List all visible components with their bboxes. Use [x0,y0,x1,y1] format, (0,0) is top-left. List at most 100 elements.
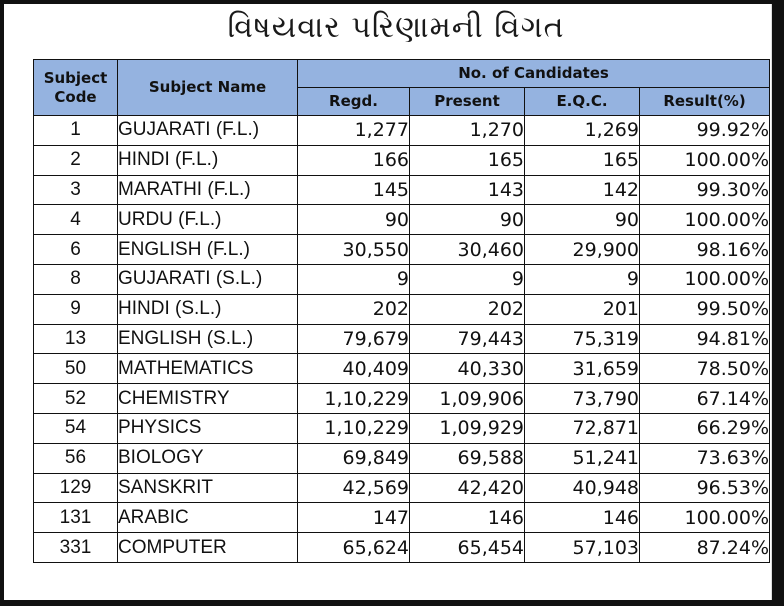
table-row: 1 GUJARATI (F.L.) 1,277 1,270 1,269 99.92% [33,115,771,146]
result-cell: 67.14% [638,383,771,414]
subject-result-table: Subject Code Subject Name No. of Candida… [33,59,771,563]
regd-cell: 90 [297,204,410,236]
subject-name-cell: HINDI (F.L.) [117,144,298,176]
regd-cell: 79,679 [297,323,410,355]
present-cell: 146 [409,502,525,534]
eqc-cell: 75,319 [524,323,640,355]
table-row: 52 CHEMISTRY 1,10,229 1,09,906 73,790 67.14% [33,383,771,414]
result-cell: 87.24% [638,532,771,563]
result-cell: 100.00% [638,263,771,295]
table-row: 3 MARATHI (F.L.) 145 143 142 99.30% [33,174,771,206]
regd-cell: 1,10,229 [297,412,410,444]
table-row: 9 HINDI (S.L.) 202 202 201 99.50% [33,293,771,325]
subject-code-cell: 131 [33,502,118,534]
present-cell: 1,09,906 [409,383,525,414]
eqc-cell: 40,948 [524,472,640,504]
regd-cell: 166 [297,144,410,176]
subject-code-cell: 52 [33,383,118,414]
document-page: વિષયવાર પરિણામની વિગત Subject Code Subje… [4,4,772,600]
subject-name-cell: ENGLISH (S.L.) [117,323,298,355]
header-subject-name: Subject Name [117,59,298,116]
present-cell: 79,443 [409,323,525,355]
result-cell: 99.30% [638,174,771,206]
subject-code-cell: 50 [33,353,118,385]
eqc-cell: 142 [524,174,640,206]
result-cell: 73.63% [638,442,771,474]
result-cell: 99.50% [638,293,771,325]
subject-name-cell: COMPUTER [117,532,298,563]
table-row: 2 HINDI (F.L.) 166 165 165 100.00% [33,144,771,176]
eqc-cell: 90 [524,204,640,236]
subject-name-cell: GUJARATI (S.L.) [117,263,298,295]
table-row: 8 GUJARATI (S.L.) 9 9 9 100.00% [33,263,771,295]
eqc-cell: 31,659 [524,353,640,385]
subject-code-cell: 129 [33,472,118,504]
subject-code-cell: 4 [33,204,118,236]
table-row: 131 ARABIC 147 146 146 100.00% [33,502,771,534]
subject-name-cell: PHYSICS [117,412,298,444]
present-cell: 1,09,929 [409,412,525,444]
eqc-cell: 1,269 [524,115,640,146]
table-row: 54 PHYSICS 1,10,229 1,09,929 72,871 66.29% [33,412,771,444]
subject-name-cell: ENGLISH (F.L.) [117,234,298,265]
subject-name-cell: ARABIC [117,502,298,534]
header-regd: Regd. [297,87,410,116]
table-row: 6 ENGLISH (F.L.) 30,550 30,460 29,900 98.16% [33,234,771,265]
regd-cell: 202 [297,293,410,325]
result-cell: 66.29% [638,412,771,444]
subject-code-cell: 2 [33,144,118,176]
subject-code-cell: 6 [33,234,118,265]
subject-code-cell: 13 [33,323,118,355]
header-eqc: E.Q.C. [524,87,640,116]
subject-code-cell: 8 [33,263,118,295]
eqc-cell: 73,790 [524,383,640,414]
present-cell: 1,270 [409,115,525,146]
result-cell: 100.00% [638,204,771,236]
present-cell: 143 [409,174,525,206]
present-cell: 40,330 [409,353,525,385]
eqc-cell: 72,871 [524,412,640,444]
subject-code-cell: 331 [33,532,118,563]
subject-name-cell: HINDI (S.L.) [117,293,298,325]
subject-code-cell: 9 [33,293,118,325]
present-cell: 90 [409,204,525,236]
eqc-cell: 29,900 [524,234,640,265]
table-row: 331 COMPUTER 65,624 65,454 57,103 87.24% [33,532,771,563]
eqc-cell: 146 [524,502,640,534]
subject-code-cell: 56 [33,442,118,474]
header-no-of-candidates: No. of Candidates [296,59,771,88]
result-cell: 99.92% [638,115,771,146]
subject-name-cell: MARATHI (F.L.) [117,174,298,206]
regd-cell: 1,10,229 [297,383,410,414]
table-row: 50 MATHEMATICS 40,409 40,330 31,659 78.50% [33,353,771,385]
eqc-cell: 9 [524,263,640,295]
regd-cell: 145 [297,174,410,206]
eqc-cell: 51,241 [524,442,640,474]
subject-name-cell: MATHEMATICS [117,353,298,385]
subject-code-cell: 54 [33,412,118,444]
regd-cell: 69,849 [297,442,410,474]
header-result: Result(%) [638,87,771,116]
regd-cell: 30,550 [297,234,410,265]
result-cell: 96.53% [638,472,771,504]
subject-name-cell: BIOLOGY [117,442,298,474]
eqc-cell: 57,103 [524,532,640,563]
result-cell: 94.81% [638,323,771,355]
result-cell: 98.16% [638,234,771,265]
subject-name-cell: URDU (F.L.) [117,204,298,236]
eqc-cell: 165 [524,144,640,176]
header-subject-code: Subject Code [33,59,118,116]
regd-cell: 1,277 [297,115,410,146]
subject-name-cell: GUJARATI (F.L.) [117,115,298,146]
table-body: 1 GUJARATI (F.L.) 1,277 1,270 1,269 99.92% 2 HI… [33,115,771,563]
present-cell: 30,460 [409,234,525,265]
header-row-1: Subject Code Subject Name No. of Candida… [33,59,771,116]
present-cell: 65,454 [409,532,525,563]
regd-cell: 147 [297,502,410,534]
regd-cell: 9 [297,263,410,295]
table-row: 56 BIOLOGY 69,849 69,588 51,241 73.63% [33,442,771,474]
table-row: 129 SANSKRIT 42,569 42,420 40,948 96.53% [33,472,771,504]
result-cell: 100.00% [638,144,771,176]
header-present: Present [409,87,525,116]
present-cell: 42,420 [409,472,525,504]
